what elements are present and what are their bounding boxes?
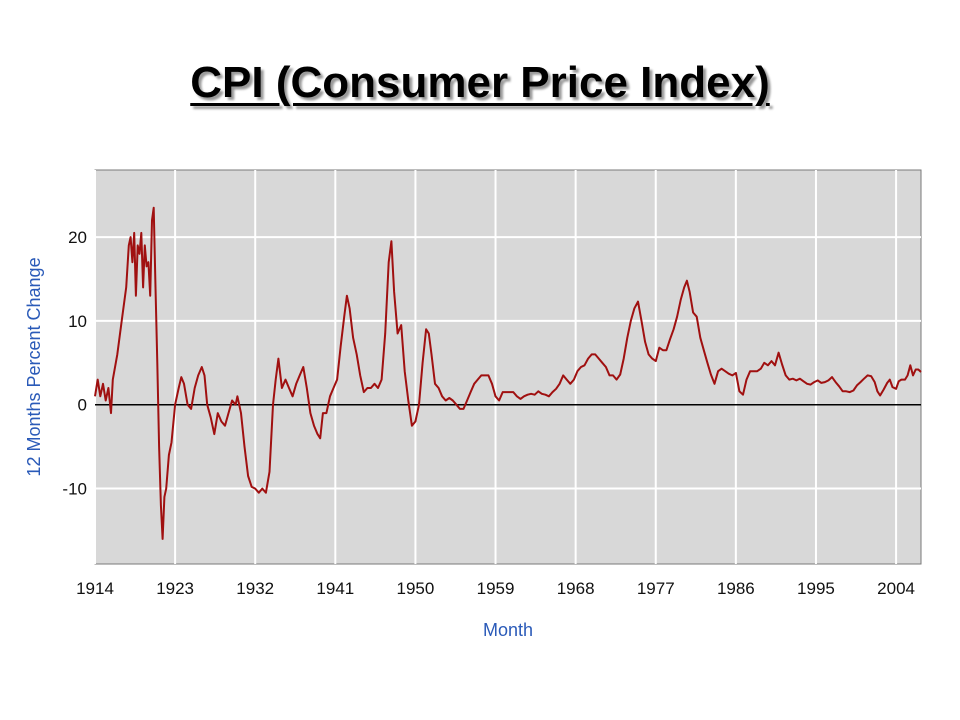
x-tick-label: 1950 [397,579,435,598]
x-tick-label: 1932 [236,579,274,598]
y-axis-title: 12 Months Percent Change [24,257,44,476]
page-title: CPI (Consumer Price Index) [190,58,770,107]
x-axis-ticks: 1914 1923 1932 1941 1950 1959 1968 1977 1986 1995… [76,579,915,598]
y-tick-label: 0 [78,396,87,415]
x-tick-label: 2004 [877,579,915,598]
x-tick-label: 1959 [477,579,515,598]
y-tick-label: 20 [68,228,87,247]
x-tick-label: 1995 [797,579,835,598]
x-tick-label: 1914 [76,579,114,598]
y-axis-ticks: -10 0 10 20 [62,228,87,498]
series-line-cpi [94,206,922,540]
x-tick-label: 1977 [637,579,675,598]
x-tick-label: 1941 [316,579,354,598]
x-tick-label: 1968 [557,579,595,598]
y-tick-label: 10 [68,312,87,331]
x-tick-label: 1986 [717,579,755,598]
y-grid [95,236,921,490]
plot-area [94,169,922,565]
x-grid [94,170,898,564]
x-tick-label: 1923 [156,579,194,598]
y-tick-label: -10 [62,480,87,499]
x-axis-title: Month [483,620,533,640]
